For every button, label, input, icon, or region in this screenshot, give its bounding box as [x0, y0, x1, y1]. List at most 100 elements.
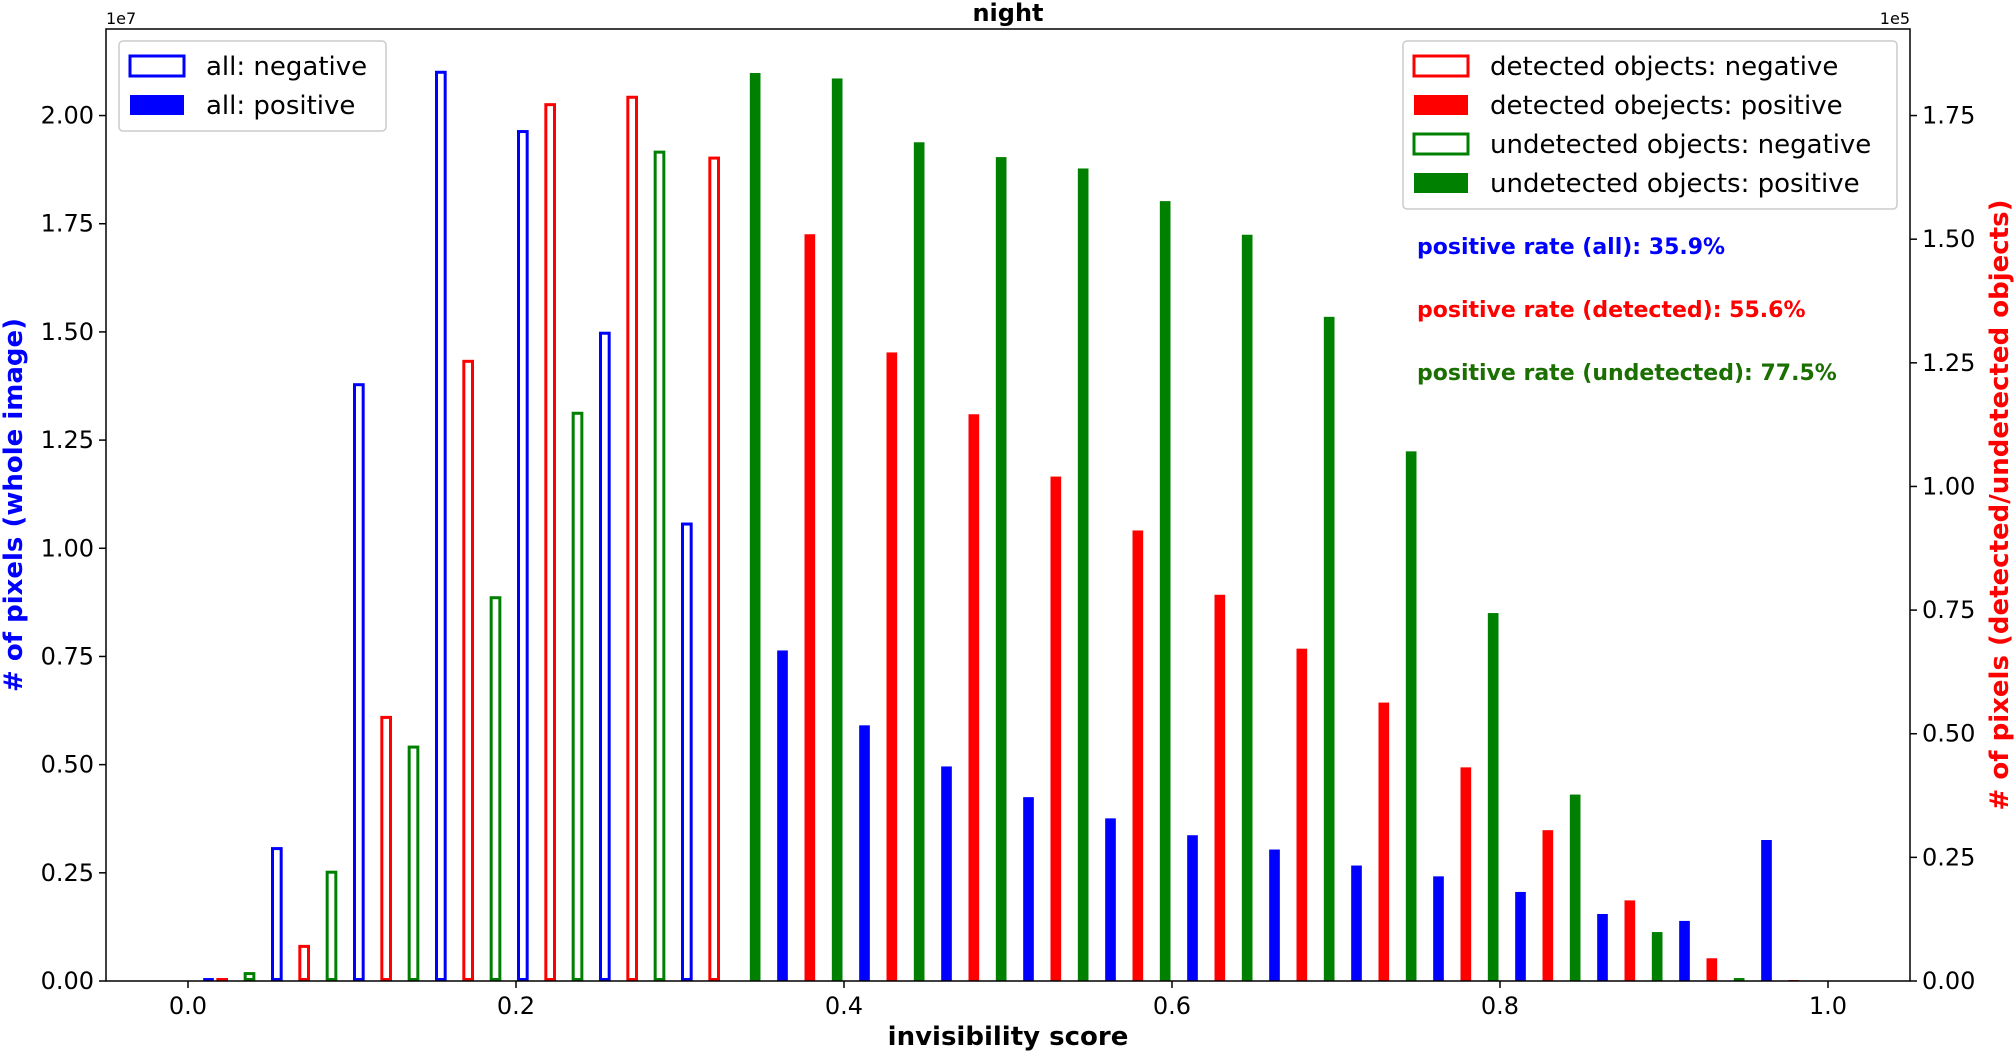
bar — [407, 745, 420, 982]
right-y-tick-label: 1.00 — [1922, 472, 1975, 500]
bar — [776, 649, 789, 982]
series-4 — [243, 150, 666, 982]
legend-swatch — [1414, 95, 1468, 115]
legend-left-frame — [118, 40, 387, 132]
axes-layer: 0.0 0.2 0.4 0.6 0.8 1.0 0.00 0.25 0.50 0.75 1.00 1.… — [41, 102, 1976, 1020]
left-y-tick-label: 1.25 — [41, 426, 94, 454]
legend-label: undetected objects: negative — [1490, 130, 1871, 160]
right-y-tick-label: 1.50 — [1922, 225, 1975, 253]
bar — [1377, 701, 1391, 982]
right-y-tick-label: 1.25 — [1922, 349, 1975, 377]
bar — [517, 130, 529, 981]
bar — [681, 522, 693, 981]
bar — [243, 972, 256, 982]
x-tick-label: 0.6 — [1153, 992, 1191, 1020]
x-tick-label: 0.8 — [1481, 992, 1519, 1020]
legend-label: all: negative — [206, 52, 367, 82]
bar — [599, 331, 611, 981]
left-y-tick-label: 1.50 — [41, 318, 94, 346]
bar — [571, 411, 584, 981]
bar — [1076, 167, 1090, 982]
left-axis-multiplier: 1e7 — [106, 9, 136, 28]
bar — [1049, 475, 1063, 982]
bar — [1186, 834, 1199, 982]
bar — [830, 77, 844, 982]
bar — [1623, 899, 1637, 982]
left-y-tick-label: 0.75 — [41, 642, 94, 670]
left-y-tick-label: 0.50 — [41, 751, 94, 779]
bar — [298, 944, 310, 982]
bar — [271, 847, 283, 982]
bar — [435, 70, 447, 981]
bar — [803, 233, 817, 982]
x-tick-label: 0.2 — [497, 992, 535, 1020]
bar — [1295, 647, 1309, 982]
bar — [1213, 593, 1227, 982]
series-5 — [748, 72, 1746, 982]
bar — [1322, 315, 1336, 982]
left-axis-label: # of pixels (whole image) — [0, 318, 29, 692]
bar — [748, 72, 762, 982]
annotation-text: positive rate (undetected): 77.5% — [1417, 361, 1837, 386]
left-y-tick-label: 2.00 — [41, 102, 94, 130]
bar — [489, 596, 502, 981]
bar — [1486, 612, 1500, 982]
legend-left: all: negative all: positive — [118, 40, 387, 132]
bar — [353, 383, 365, 981]
bar — [940, 765, 953, 982]
right-y-tick-label: 1.75 — [1922, 102, 1975, 130]
bar — [626, 95, 639, 981]
left-y-tick-label: 1.00 — [41, 534, 94, 562]
plot-frame — [105, 28, 1911, 982]
series-1 — [202, 649, 1773, 982]
legend-right: detected objects: negative detected obeje… — [1402, 40, 1898, 210]
x-tick-label: 1.0 — [1809, 992, 1847, 1020]
bar — [1022, 796, 1035, 982]
annotation-text: positive rate (detected): 55.6% — [1417, 298, 1806, 323]
annotation-text: positive rate (all): 35.9% — [1417, 235, 1725, 260]
annotations: positive rate (all): 35.9% positive rate … — [1417, 235, 1837, 386]
legend-label: undetected objects: positive — [1490, 169, 1860, 199]
legend-swatch — [130, 95, 184, 115]
bar — [1131, 529, 1145, 982]
left-y-tick-label: 0.25 — [41, 859, 94, 887]
bar — [1541, 829, 1555, 982]
right-axis-multiplier: 1e5 — [1880, 9, 1910, 28]
bar — [544, 103, 557, 982]
series-2 — [216, 95, 721, 982]
bar — [1650, 931, 1664, 982]
legend-label: detected objects: negative — [1490, 52, 1838, 82]
bar — [216, 978, 229, 982]
bar — [1268, 848, 1281, 982]
right-y-tick-label: 0.50 — [1922, 720, 1975, 748]
bar — [1432, 875, 1445, 982]
bar — [1760, 839, 1773, 982]
x-tick-label: 0.0 — [169, 992, 207, 1020]
bar — [1514, 890, 1527, 982]
bar — [1104, 817, 1117, 982]
x-tick-label: 0.4 — [825, 992, 863, 1020]
right-y-tick-label: 0.25 — [1922, 843, 1975, 871]
legend-swatch — [1412, 54, 1470, 78]
series-0 — [271, 70, 693, 982]
bar — [858, 724, 871, 982]
bar — [325, 870, 338, 982]
x-axis-label: invisibility score — [888, 1022, 1129, 1052]
bar — [462, 359, 474, 981]
bar — [1240, 233, 1254, 982]
bar — [1350, 864, 1363, 982]
plot-area — [202, 70, 1801, 982]
bar — [380, 715, 392, 981]
right-y-tick-label: 0.75 — [1922, 596, 1975, 624]
legend-label: all: positive — [206, 91, 355, 121]
left-y-tick-label: 0.00 — [41, 967, 94, 995]
legend-swatch — [1414, 173, 1468, 193]
left-y-tick-label: 1.75 — [41, 210, 94, 238]
bar — [912, 141, 926, 982]
bar — [885, 351, 899, 982]
bar — [1568, 793, 1582, 982]
chart-title: night — [972, 0, 1043, 27]
bar — [1596, 912, 1609, 982]
right-y-tick-label: 0.00 — [1922, 967, 1975, 995]
